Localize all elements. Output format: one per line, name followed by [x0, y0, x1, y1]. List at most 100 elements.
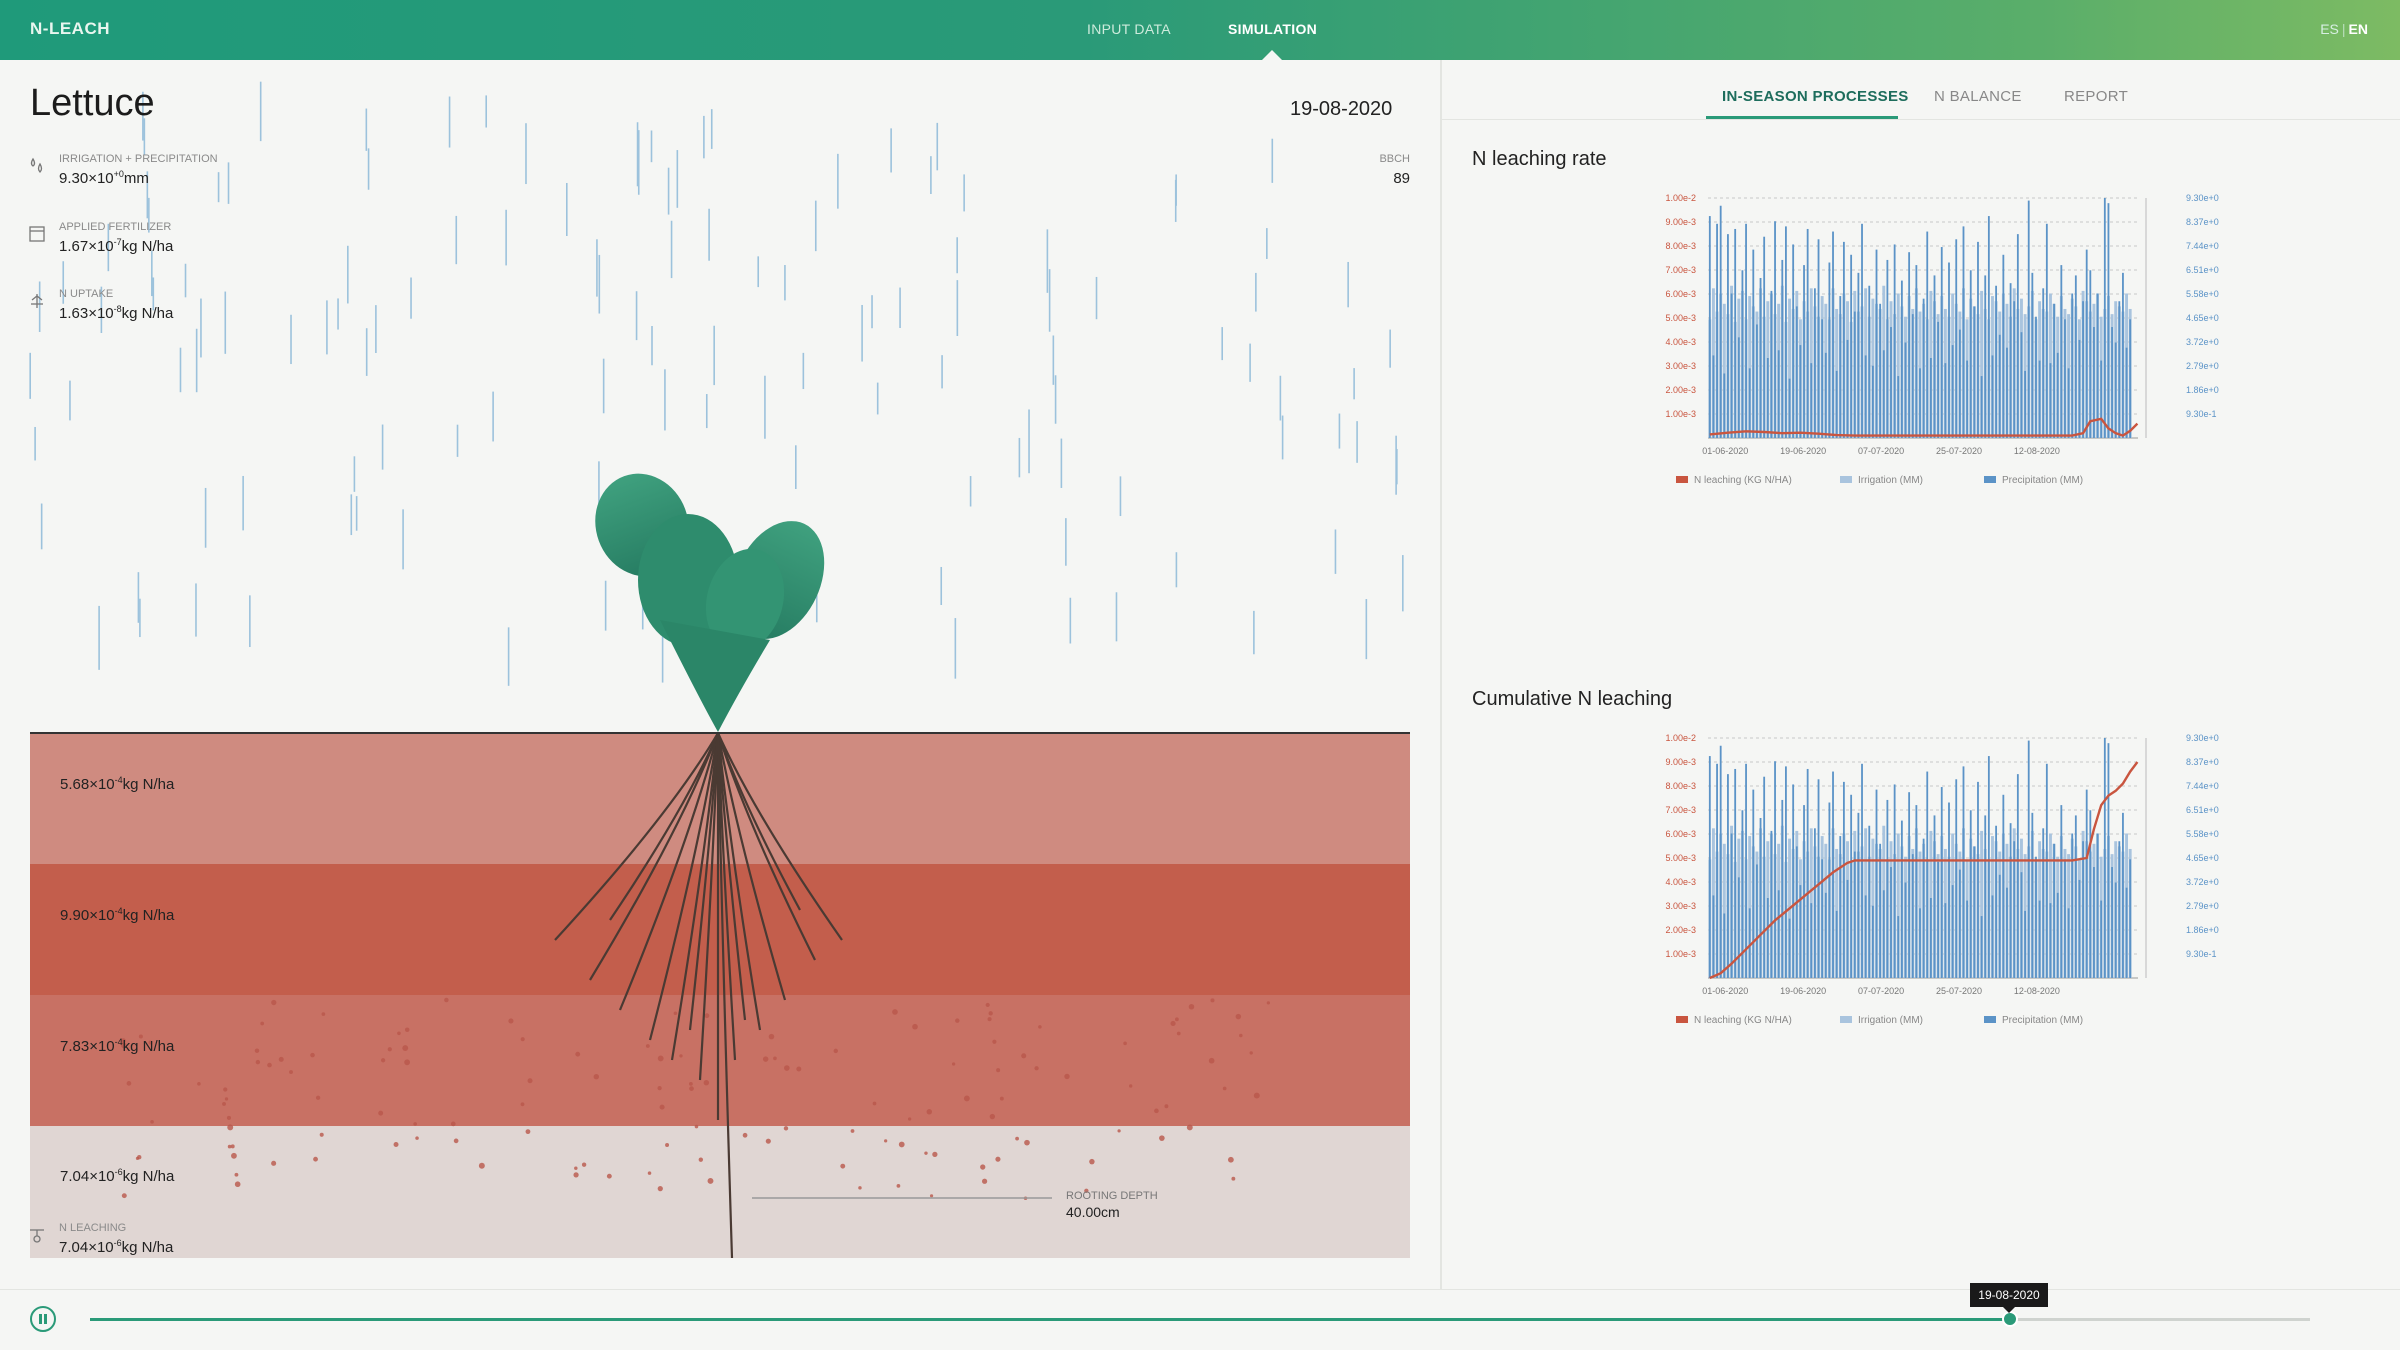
precipitation-bar: [1828, 802, 1831, 978]
nitrate-particle: [393, 1142, 399, 1147]
nitrate-particle: [525, 1129, 531, 1135]
precipitation-bar: [1995, 285, 1998, 438]
x-tick-label: 01-06-2020: [1702, 446, 1748, 456]
nitrate-particle: [1249, 1051, 1253, 1055]
root: [716, 732, 843, 941]
y-right-tick-label: 2.79e+0: [2186, 361, 2219, 371]
root: [618, 732, 720, 1011]
nitrate-particle: [289, 1070, 293, 1075]
precipitation-bar: [2060, 805, 2063, 978]
precipitation-bar: [1958, 329, 1961, 438]
y-right-tick-label: 7.44e+0: [2186, 241, 2219, 251]
timeline-thumb[interactable]: [2002, 1311, 2019, 1327]
precipitation-bar: [2006, 887, 2008, 978]
precipitation-bar: [2067, 908, 2070, 978]
app-brand: N-LEACH: [30, 19, 110, 38]
precipitation-bar: [1980, 916, 1983, 978]
precipitation-bar: [2031, 272, 2034, 438]
precipitation-bar: [1792, 244, 1795, 438]
precipitation-bar: [1853, 851, 1856, 978]
nitrate-particle: [689, 1086, 694, 1091]
precipitation-bar: [2064, 319, 2066, 438]
nitrate-particle: [444, 997, 449, 1003]
precipitation-bar: [2111, 867, 2113, 978]
precipitation-bar: [1730, 833, 1733, 978]
tabs-underline: [1442, 119, 2400, 120]
precipitation-bar: [2071, 293, 2074, 438]
precipitation-bar: [2045, 223, 2048, 438]
nitrate-particle: [413, 1122, 417, 1126]
precipitation-bar: [1929, 898, 1932, 978]
precipitation-bar: [1835, 910, 1838, 978]
nitrate-particle: [688, 1081, 693, 1086]
precipitation-bar: [1904, 342, 1907, 438]
nitrate-particle: [255, 1059, 261, 1065]
x-tick-label: 19-06-2020: [1780, 986, 1826, 996]
simulation-panel: Lettuce 19-08-2020 IRRIGATION + PRECIPIT…: [0, 60, 1440, 1289]
precipitation-bar: [2053, 303, 2055, 438]
y-left-tick-label: 2.00e-3: [1665, 925, 1696, 935]
plant-uptake-icon: [28, 292, 48, 312]
app-header: N-LEACH INPUT DATA SIMULATION ES | EN: [0, 0, 2400, 60]
nitrate-particle: [527, 1078, 533, 1084]
tab-in-season-processes[interactable]: IN-SEASON PROCESSES: [1722, 88, 1909, 105]
nav-input-data[interactable]: INPUT DATA: [1087, 21, 1171, 37]
precipitation-bar: [1995, 825, 1998, 978]
y-left-tick-label: 6.00e-3: [1665, 289, 1696, 299]
nitrate-particle: [992, 1039, 997, 1044]
precipitation-bar: [1966, 900, 1969, 978]
precipitation-bar: [1759, 818, 1762, 978]
nitrate-particle: [742, 1132, 748, 1138]
precipitation-bar: [1871, 365, 1874, 438]
lang-es[interactable]: ES: [2320, 21, 2339, 37]
precipitation-bar: [2114, 882, 2117, 978]
nitrate-particle: [450, 1121, 456, 1127]
timeline-date-tooltip: 19-08-2020: [1970, 1283, 2048, 1313]
tab-report[interactable]: REPORT: [2064, 88, 2129, 105]
nitrate-particle: [575, 1051, 581, 1057]
y-right-tick-label: 2.79e+0: [2186, 901, 2219, 911]
precipitation-bar: [2093, 867, 2095, 978]
nitrate-particle: [833, 1048, 838, 1054]
pause-button[interactable]: [30, 1306, 56, 1332]
nitrate-particle: [892, 1009, 898, 1015]
tab-n-balance[interactable]: N BALANCE: [1934, 88, 2022, 105]
nitrate-particle: [387, 1047, 392, 1052]
precipitation-bar: [1795, 846, 1798, 978]
precipitation-bar: [1908, 252, 1911, 438]
precipitation-bar: [1730, 293, 1733, 438]
precipitation-bar: [2078, 879, 2081, 978]
x-tick-label: 25-07-2020: [1936, 446, 1982, 456]
nitrate-particle: [1170, 1020, 1176, 1027]
precipitation-bar: [1842, 781, 1845, 978]
nitrate-particle: [310, 1052, 315, 1058]
nitrate-particle: [508, 1018, 514, 1024]
nav-simulation[interactable]: SIMULATION: [1228, 21, 1318, 37]
nitrate-particle: [1186, 1124, 1193, 1131]
root: [648, 732, 720, 1041]
stat-label: IRRIGATION + PRECIPITATION: [59, 153, 218, 165]
nitrate-particle: [231, 1152, 237, 1159]
precipitation-bar: [1727, 774, 1729, 978]
nitrate-particle: [999, 1096, 1004, 1101]
precipitation-bar: [1824, 892, 1827, 978]
precipitation-bar: [1777, 890, 1780, 978]
precipitation-bar: [1774, 761, 1776, 978]
nitrate-particle: [1154, 1108, 1159, 1114]
soil-scene: [29, 81, 1410, 1259]
timeline-track[interactable]: 19-08-2020: [90, 1283, 2310, 1327]
rooting-depth-label: ROOTING DEPTH: [1066, 1190, 1158, 1202]
precipitation-bar: [1882, 350, 1885, 438]
precipitation-bar: [2042, 288, 2045, 438]
lang-en[interactable]: EN: [2348, 21, 2368, 37]
nitrate-particle: [1266, 1001, 1271, 1005]
precipitation-bar: [1951, 885, 1954, 978]
precipitation-bar: [1977, 781, 1979, 978]
water-drops-icon: [28, 157, 48, 177]
nitrate-particle: [520, 1102, 525, 1107]
nitrate-particle: [1117, 1129, 1121, 1133]
precipitation-bar: [1835, 370, 1838, 438]
nitrate-particle: [988, 1011, 993, 1016]
precipitation-bar: [1908, 792, 1911, 978]
y-left-tick-label: 4.00e-3: [1665, 337, 1696, 347]
